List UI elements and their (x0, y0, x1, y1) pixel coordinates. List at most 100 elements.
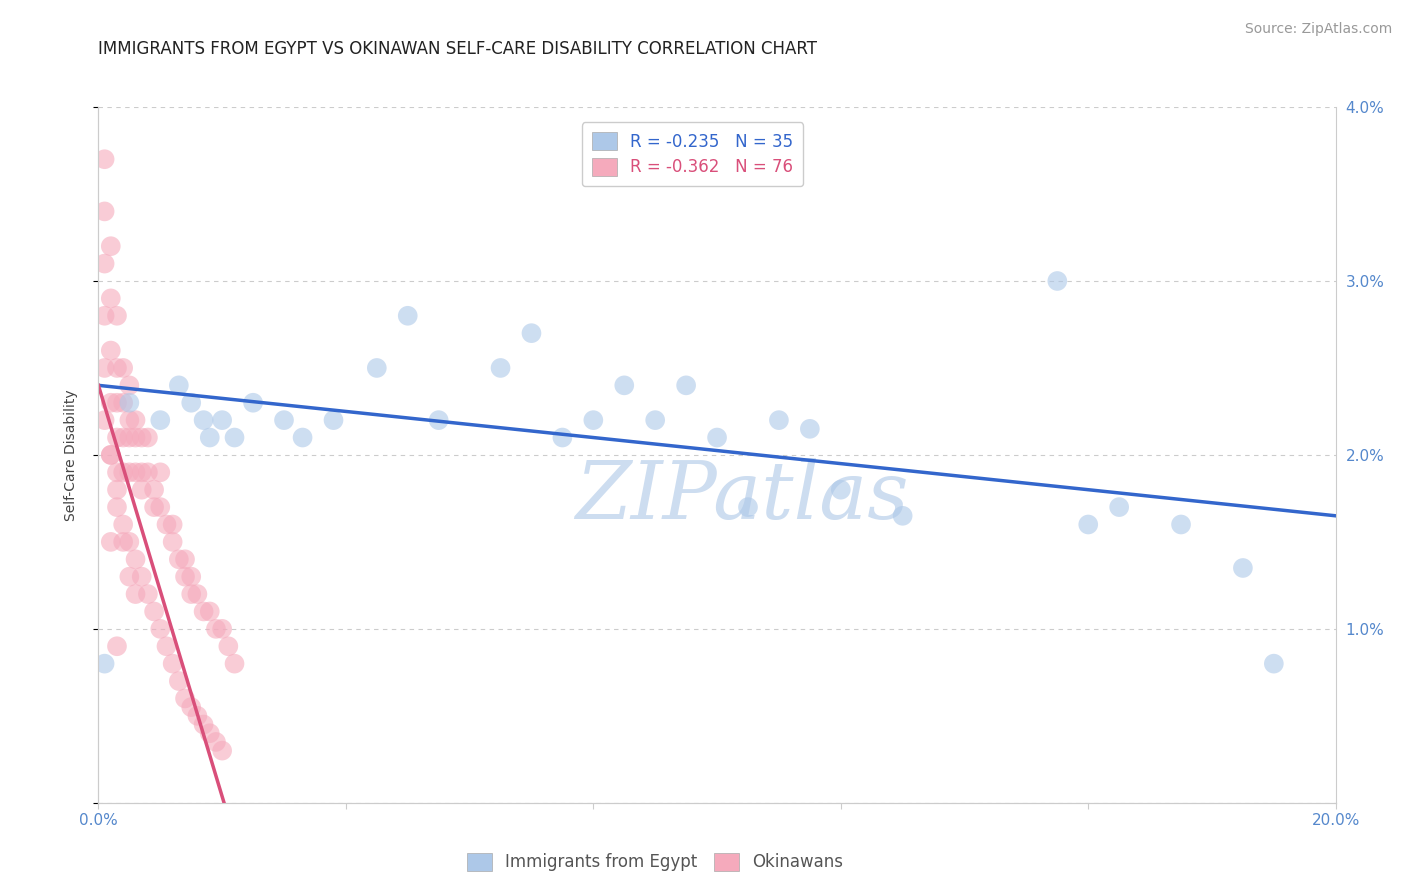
Point (149, 466, 172, 480)
Point (830, 483, 852, 497)
Point (167, 378, 190, 392)
Point (644, 413, 666, 427)
Point (489, 360, 512, 375)
Point (205, 735, 228, 749)
Point (1232, 561, 1254, 575)
Point (162, 517, 184, 532)
Point (124, 552, 146, 566)
Point (180, 396, 202, 410)
Point (105, 500, 128, 514)
Point (211, 622, 233, 636)
Point (118, 396, 141, 410)
Point (217, 639, 239, 653)
Point (167, 552, 190, 566)
Point (1170, 517, 1192, 532)
Point (112, 360, 135, 375)
Point (143, 500, 166, 514)
Point (118, 570, 141, 584)
Point (118, 466, 141, 480)
Point (131, 483, 153, 497)
Point (105, 396, 128, 410)
Point (131, 466, 153, 480)
Point (93, 413, 115, 427)
Point (198, 726, 221, 740)
Point (186, 708, 208, 723)
Point (93, 152, 115, 166)
Point (162, 535, 184, 549)
Point (112, 535, 135, 549)
Point (167, 674, 190, 689)
Point (675, 378, 697, 392)
Point (105, 639, 128, 653)
Point (891, 508, 914, 523)
Point (118, 431, 141, 445)
Point (118, 413, 141, 427)
Point (100, 396, 122, 410)
Point (174, 570, 197, 584)
Point (143, 483, 166, 497)
Point (100, 535, 122, 549)
Point (105, 483, 128, 497)
Point (131, 431, 153, 445)
Point (768, 413, 790, 427)
Point (162, 657, 184, 671)
Point (149, 413, 172, 427)
Point (1108, 500, 1130, 514)
Point (124, 587, 146, 601)
Point (124, 413, 146, 427)
Point (174, 691, 197, 706)
Point (100, 448, 122, 462)
Point (427, 413, 450, 427)
Point (105, 466, 128, 480)
Point (1077, 517, 1099, 532)
Point (582, 413, 605, 427)
Point (613, 378, 636, 392)
Point (193, 605, 215, 619)
Point (396, 309, 419, 323)
Point (118, 535, 141, 549)
Point (799, 422, 821, 436)
Point (124, 431, 146, 445)
Point (180, 587, 202, 601)
Point (291, 431, 314, 445)
Point (93, 360, 115, 375)
Text: ZIPatlas: ZIPatlas (575, 458, 908, 535)
Point (224, 657, 246, 671)
Point (149, 622, 172, 636)
Point (706, 431, 728, 445)
Text: Source: ZipAtlas.com: Source: ZipAtlas.com (1244, 22, 1392, 37)
Point (93, 204, 115, 219)
Point (322, 413, 344, 427)
Point (112, 396, 135, 410)
Point (198, 605, 221, 619)
Point (100, 448, 122, 462)
Point (136, 587, 159, 601)
Point (112, 517, 135, 532)
Point (149, 500, 172, 514)
Point (193, 413, 215, 427)
Point (100, 239, 122, 253)
Point (1263, 657, 1285, 671)
Point (366, 360, 388, 375)
Point (186, 587, 208, 601)
Point (112, 431, 135, 445)
Point (174, 552, 197, 566)
Point (100, 343, 122, 358)
Point (136, 431, 159, 445)
Legend: Immigrants from Egypt, Okinawans: Immigrants from Egypt, Okinawans (460, 846, 851, 878)
Point (273, 413, 295, 427)
Point (93, 657, 115, 671)
Point (551, 431, 574, 445)
Point (211, 744, 233, 758)
Point (193, 717, 215, 731)
Point (211, 413, 233, 427)
Point (1046, 274, 1069, 288)
Point (155, 639, 177, 653)
Point (112, 466, 135, 480)
Point (180, 700, 202, 714)
Point (136, 466, 159, 480)
Point (124, 466, 146, 480)
Point (143, 605, 166, 619)
Point (242, 396, 264, 410)
Point (198, 431, 221, 445)
